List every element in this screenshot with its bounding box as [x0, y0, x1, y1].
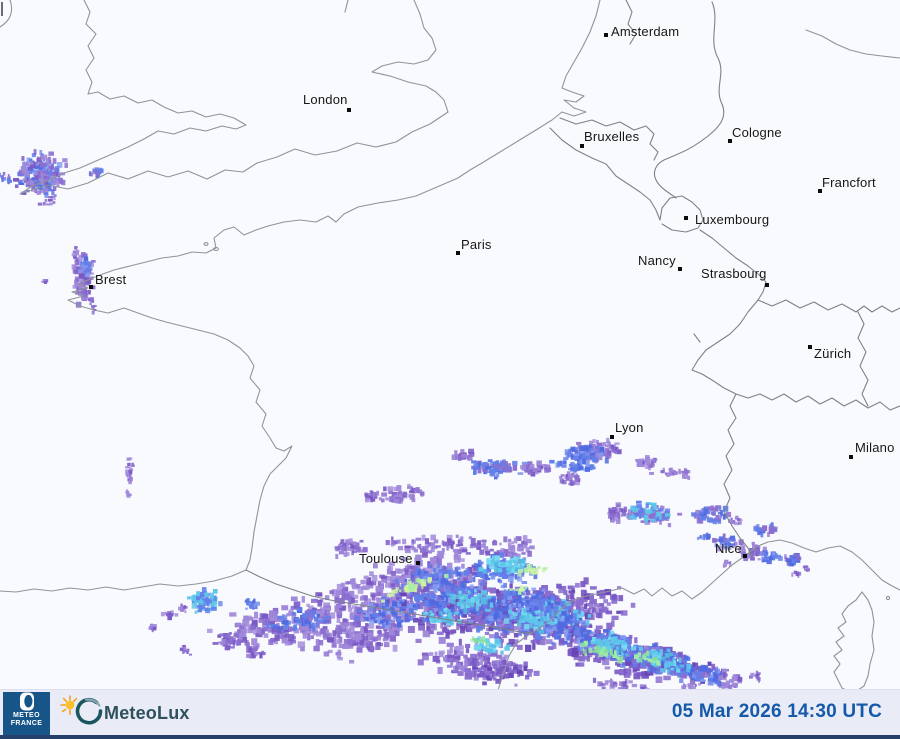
- city-dot: [416, 561, 420, 565]
- swirl-icon: [75, 697, 103, 725]
- city-dot: [580, 144, 584, 148]
- city-label: Strasbourg: [701, 266, 767, 281]
- meteolux-wordmark: MeteoLux: [104, 702, 190, 723]
- map-canvas: [0, 0, 900, 690]
- city-label: Toulouse: [359, 551, 413, 566]
- footer-bottom-strip: [0, 735, 900, 739]
- city-dot: [849, 455, 853, 459]
- sun-icon: [60, 695, 78, 715]
- city-label: Cologne: [732, 125, 782, 140]
- city-label: London: [303, 92, 348, 107]
- city-label: Bruxelles: [584, 129, 640, 144]
- city-dot: [604, 33, 608, 37]
- city-label: Brest: [95, 272, 127, 287]
- city-label: Zürich: [814, 346, 852, 361]
- city-label: Amsterdam: [611, 24, 680, 39]
- city-dot: [818, 189, 822, 193]
- meteo-france-icon: [19, 692, 34, 711]
- city-dot: [89, 285, 93, 289]
- city-label: Milano: [855, 440, 895, 455]
- city-dot: [610, 435, 614, 439]
- meteolux-icon: [60, 695, 103, 725]
- precipitation-layer: [0, 149, 810, 690]
- coastlines: [0, 0, 900, 690]
- meteo-france-label-2: FRANCE: [10, 720, 43, 727]
- city-label: Lyon: [615, 420, 644, 435]
- city-dot: [743, 554, 747, 558]
- city-dot: [765, 283, 769, 287]
- city-dot: [808, 345, 812, 349]
- city-label: Nancy: [638, 253, 676, 268]
- city-dot: [456, 251, 460, 255]
- city-dot: [728, 139, 732, 143]
- meteo-france-logo: METEO FRANCE: [3, 692, 50, 735]
- city-dot: [678, 267, 682, 271]
- city-dot: [347, 108, 351, 112]
- city-dot: [684, 216, 688, 220]
- city-label: Luxembourg: [695, 212, 770, 227]
- meteo-france-label-1: METEO: [13, 712, 40, 719]
- city-label: Nice: [715, 541, 742, 556]
- city-label: Francfort: [822, 175, 876, 190]
- city-label: Paris: [461, 237, 492, 252]
- weather-map: Amsterdam London Bruxelles Cologne Franc…: [0, 0, 900, 690]
- meteolux-logo: MeteoLux: [56, 692, 190, 734]
- timestamp: 05 Mar 2026 14:30 UTC: [671, 701, 882, 722]
- footer-bar: METEO FRANCE: [0, 689, 900, 736]
- country-borders: [245, 0, 900, 634]
